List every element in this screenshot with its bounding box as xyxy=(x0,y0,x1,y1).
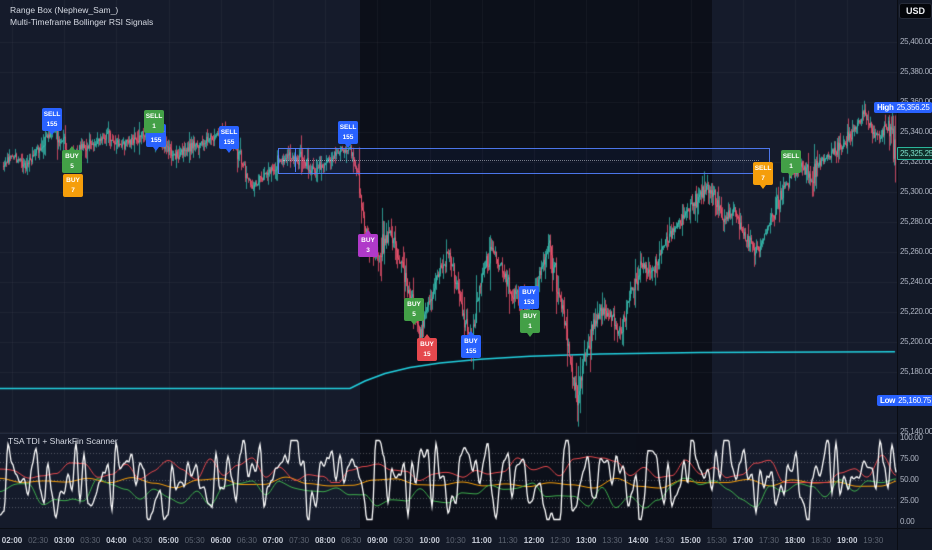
price-axis-label: 25,400.00 xyxy=(900,37,932,46)
time-axis-label: 19:00 xyxy=(836,536,858,545)
high-marker-value: 25,356.25 xyxy=(896,102,930,112)
time-axis-label: 15:30 xyxy=(706,536,727,545)
oscillator-axis-label: 25.00 xyxy=(900,496,919,505)
time-axis-label: 13:30 xyxy=(602,536,623,545)
time-axis-label: 11:00 xyxy=(471,536,492,545)
time-axis-label: 12:00 xyxy=(523,536,545,545)
time-axis-label: 06:30 xyxy=(236,536,257,545)
time-axis-label: 06:00 xyxy=(210,536,232,545)
signal-label-buy-5[interactable]: BUY 5 xyxy=(62,146,82,174)
signal-label-buy-153[interactable]: BUY 153 xyxy=(519,286,539,310)
time-axis-label: 14:00 xyxy=(628,536,649,545)
signal-label-buy-3[interactable]: BUY 3 xyxy=(358,230,378,258)
oscillator-legend[interactable]: TSA TDI + SharkFin Scanner xyxy=(8,436,118,446)
time-axis-label: 17:00 xyxy=(732,536,754,545)
axis-corner xyxy=(897,528,932,550)
signal-label-tail xyxy=(49,131,55,136)
signal-label-buy-1[interactable]: BUY 1 xyxy=(520,310,540,338)
oscillator-axis-label: 75.00 xyxy=(900,454,919,463)
pane-separator[interactable] xyxy=(0,433,897,434)
time-axis-label: 07:00 xyxy=(262,536,284,545)
price-axis-label: 25,380.00 xyxy=(900,67,932,76)
signal-label-tail xyxy=(527,333,533,338)
signal-label-tail xyxy=(424,334,430,338)
time-axis-label: 17:30 xyxy=(758,536,779,545)
price-axis-label: 25,280.00 xyxy=(900,217,932,226)
price-axis-label: 25,320.00 xyxy=(900,157,932,166)
oscillator-axis-label: 100.00 xyxy=(900,433,923,442)
signal-label-tail xyxy=(345,144,351,149)
time-axis-label: 09:00 xyxy=(367,536,388,545)
oscillator-axis-label: 0.00 xyxy=(900,517,915,526)
time-axis-label: 19:30 xyxy=(863,536,884,545)
legend-range-box[interactable]: Range Box (Nephew_Sam_) xyxy=(10,5,119,15)
time-axis-label: 05:00 xyxy=(158,536,179,545)
price-axis-label: 25,340.00 xyxy=(900,127,932,136)
price-axis-label: 25,260.00 xyxy=(900,247,932,256)
low-price-marker: Low 25,160.75 xyxy=(877,394,932,406)
time-axis[interactable]: 02:00 02:30 03:00 03:30 04:00 04:30 05:00 05:30… xyxy=(0,528,932,550)
time-axis-label: 18:30 xyxy=(811,536,832,545)
price-axis-label: 25,220.00 xyxy=(900,307,932,316)
low-marker-value: 25,160.75 xyxy=(898,395,931,405)
signal-label-tail xyxy=(226,149,232,154)
time-axis-label: 08:30 xyxy=(341,536,362,545)
price-axis-label: 25,300.00 xyxy=(900,187,932,196)
price-axis-label: 25,360.00 xyxy=(900,97,932,106)
time-axis-label: 15:00 xyxy=(680,536,701,545)
signal-label-tail xyxy=(153,147,159,152)
time-axis-label: 14:30 xyxy=(654,536,675,545)
range-box-midline xyxy=(283,159,759,161)
currency-button[interactable]: USD xyxy=(899,3,932,19)
time-axis-label: 05:30 xyxy=(184,536,205,545)
last-price-label: 25,325.25 xyxy=(897,147,932,161)
oscillator-axis-label: 50.00 xyxy=(900,475,919,484)
price-axis-label: 25,240.00 xyxy=(900,277,932,286)
signal-label-tail xyxy=(365,230,371,234)
price-chart-canvas[interactable] xyxy=(0,0,897,433)
signal-label-buy-5[interactable]: BUY 5 xyxy=(404,298,424,326)
oscillator-canvas[interactable] xyxy=(0,433,897,527)
signal-label-tail xyxy=(468,331,474,335)
time-axis-label: 04:30 xyxy=(132,536,153,545)
signal-label-buy-155[interactable]: BUY 155 xyxy=(461,331,481,359)
signal-label-buy-7[interactable]: BUY 7 xyxy=(63,174,83,198)
time-axis-label: 12:30 xyxy=(550,536,571,545)
signal-label-tail xyxy=(69,146,75,150)
signal-label-sell-1[interactable]: SELL 1 xyxy=(781,150,801,178)
signal-label-sell-7[interactable]: SELL 7 xyxy=(753,162,773,190)
time-axis-label: 03:30 xyxy=(80,536,101,545)
high-marker-label: High xyxy=(877,102,894,112)
low-marker-label: Low xyxy=(880,395,896,405)
time-axis-label: 03:00 xyxy=(53,536,75,545)
price-axis-label: 25,200.00 xyxy=(900,337,932,346)
price-axis[interactable]: USD 25,400.00 25,380.00 25,360.00 25,340.00… xyxy=(897,0,932,528)
time-axis-label: 02:00 xyxy=(1,536,23,545)
signal-label-sell-1[interactable]: SELL 1 xyxy=(144,110,164,134)
time-axis-label: 13:00 xyxy=(575,536,597,545)
high-price-marker: High 25,356.25 xyxy=(874,101,932,113)
time-axis-label: 09:30 xyxy=(393,536,414,545)
signal-label-tail xyxy=(760,185,766,190)
range-box[interactable] xyxy=(278,147,770,174)
signal-label-tail xyxy=(411,321,417,326)
legend-mtf-bollinger[interactable]: Multi-Timeframe Bollinger RSI Signals xyxy=(10,17,154,27)
price-axis-label: 25,180.00 xyxy=(900,367,932,376)
price-axis-label: 25,140.00 xyxy=(900,427,932,436)
time-axis-label: 07:30 xyxy=(289,536,310,545)
indicator-legend: Range Box (Nephew_Sam_) Multi-Timeframe … xyxy=(10,4,153,28)
time-axis-label: 11:30 xyxy=(498,536,518,545)
time-axis-label: 18:00 xyxy=(784,536,806,545)
time-axis-label: 08:00 xyxy=(314,536,336,545)
time-axis-label: 02:30 xyxy=(28,536,49,545)
signal-label-buy-15[interactable]: BUY 15 xyxy=(417,334,437,362)
signal-label-tail xyxy=(788,173,794,178)
time-axis-label: 10:00 xyxy=(419,536,440,545)
time-axis-label: 04:00 xyxy=(106,536,127,545)
time-axis-label: 10:30 xyxy=(445,536,466,545)
